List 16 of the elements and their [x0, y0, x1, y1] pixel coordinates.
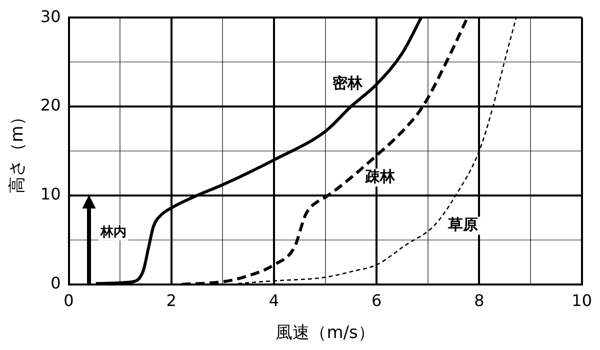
y-tick-label: 10 [40, 184, 61, 204]
x-tick-label: 10 [572, 291, 592, 310]
y-axis-title: 高さ（m） [8, 108, 28, 194]
x-tick-label: 8 [474, 291, 484, 310]
y-tick-label: 0 [50, 274, 61, 293]
annotation: 林内 [99, 224, 126, 240]
series-label: 疎林 [364, 168, 396, 186]
x-tick-label: 4 [268, 291, 280, 310]
x-tick-label: 2 [166, 291, 176, 310]
series-label: 密林 [332, 74, 364, 92]
series-label: 草原 [447, 216, 478, 234]
y-tick-label: 30 [40, 6, 61, 26]
x-axis-title: 風速（m/s） [276, 323, 375, 344]
x-tick-label: 6 [372, 291, 382, 310]
x-tick-label: 0 [64, 291, 74, 310]
y-tick-label: 20 [40, 96, 61, 115]
